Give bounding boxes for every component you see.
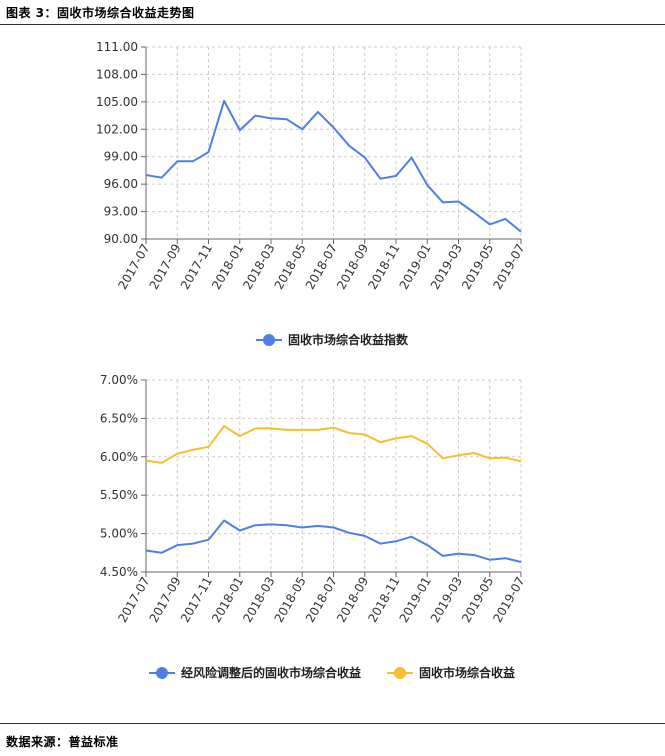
y-tick-label: 6.50% (100, 411, 138, 425)
legend-marker (155, 667, 168, 679)
y-tick-label: 102.00 (96, 122, 138, 136)
y-tick-label: 4.50% (100, 565, 138, 579)
series-line-经风险调整后的固收市场综合收益 (145, 519, 522, 563)
y-tick-label: 5.50% (100, 488, 138, 502)
legend-marker (394, 667, 406, 679)
y-tick-label: 108.00 (96, 67, 138, 81)
y-tick-label: 111.00 (96, 40, 138, 54)
y-tick-label: 5.00% (100, 527, 138, 541)
legend-label: 经风险调整后的固收市场综合收益 (181, 665, 361, 680)
series-line-固收市场综合收益 (145, 425, 522, 464)
legend-label: 固收市场综合收益 (419, 665, 515, 680)
top-divider (0, 24, 665, 25)
data-source: 数据来源：普益标准 (6, 735, 119, 749)
legend-item: 固收市场综合收益指数 (255, 332, 409, 347)
legend-label: 固收市场综合收益指数 (288, 332, 409, 347)
y-tick-label: 6.00% (100, 450, 138, 464)
y-tick-label: 90.00 (104, 232, 138, 246)
y-tick-label: 99.00 (104, 150, 138, 164)
legend: 经风险调整后的固收市场综合收益 固收市场综合收益 (148, 665, 515, 680)
y-tick-label: 7.00% (100, 373, 138, 387)
charts-canvas: 111.00 108.00 105.00 102.00 99.00 96.00 93.00 9… (96, 40, 528, 680)
chart-1: 111.00 108.00 105.00 102.00 99.00 96.00 93.00 9… (96, 40, 528, 347)
figure-title: 图表 3：固收市场综合收益走势图 (6, 6, 195, 20)
chart-2: 7.00%6.50%6.00%5.50%5.00%4.50%2017-07201… (100, 373, 528, 680)
y-tick-label: 93.00 (104, 205, 138, 219)
legend-item: 固收市场综合收益 (387, 665, 515, 680)
bottom-divider (0, 723, 665, 724)
y-tick-label: 96.00 (104, 177, 138, 191)
legend-item: 经风险调整后的固收市场综合收益 (148, 665, 361, 680)
series-line-固收市场综合收益指数 (145, 99, 522, 233)
legend: 固收市场综合收益指数 (255, 332, 409, 347)
legend-marker (262, 334, 275, 346)
y-tick-label: 105.00 (96, 95, 138, 109)
